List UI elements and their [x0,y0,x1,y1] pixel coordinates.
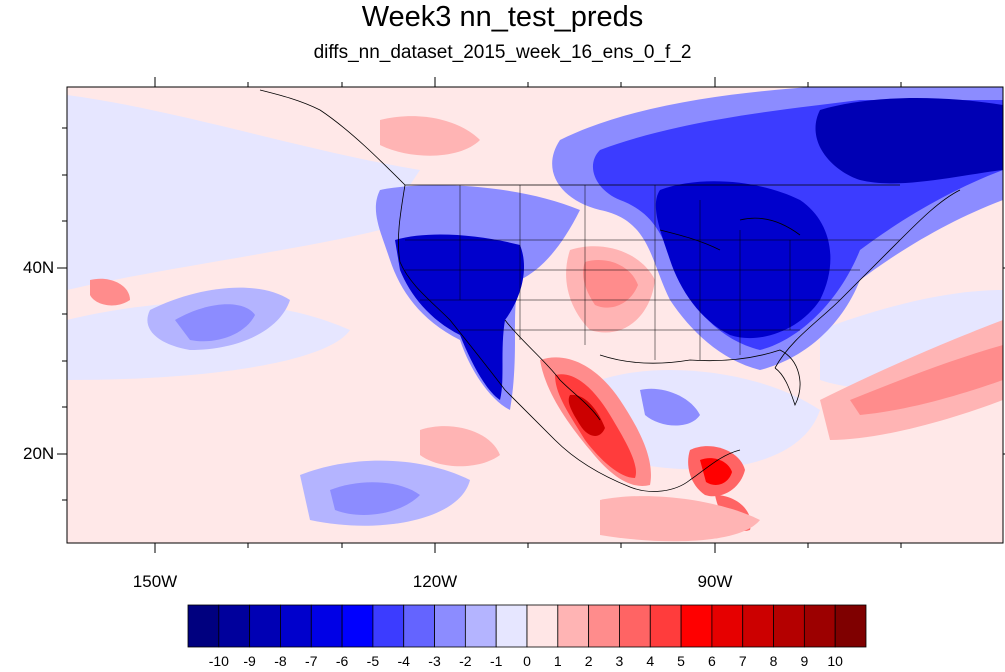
colorbar-label: 6 [708,653,716,669]
colorbar-swatch [187,604,220,648]
map-title: Week3 nn_test_preds [361,1,644,33]
colorbar-label: 1 [553,653,562,669]
colorbar-label: 7 [738,653,747,669]
colorbar-swatch [619,604,651,648]
central-america-warm [700,458,732,485]
colorbar-swatch [773,604,805,648]
colorbar-label: -4 [397,653,410,669]
colorbar-swatch [341,604,374,648]
eastern-us-cold [655,181,831,339]
colorbar-swatch [249,604,281,648]
colorbar-swatch [803,604,836,648]
map-subtitle: diffs_nn_dataset_2015_week_16_ens_0_f_2 [313,42,692,63]
pacific-warm-patch [420,426,500,467]
colorbar-swatch [464,604,497,648]
western-us-cold [395,234,525,400]
lat-label-40n: 40N [23,258,55,277]
colorbar-label: -7 [305,653,318,669]
pacific-warm-spot [90,278,130,306]
colorbar-swatch [495,604,528,648]
colorbar-label: 4 [646,653,655,669]
subtropical-cold-core [330,482,420,515]
tropical-warm-band [600,496,760,542]
colorbar-swatch [218,604,251,648]
colorbar-label: -8 [274,653,287,669]
colorbar-swatch [588,604,620,648]
colorbar-swatch [649,604,682,648]
northeast-pacific-warm [380,116,480,156]
mexico-warm [568,394,605,436]
colorbar-label: 8 [769,653,778,669]
lon-label-90w: 90W [697,572,733,591]
colorbar-label: -1 [489,653,503,669]
colorbar-swatch [372,604,405,648]
anomaly-field [67,87,1003,542]
colorbar-label: -5 [366,653,380,669]
state-borders [405,185,900,360]
pacific-cold-core [175,304,255,342]
colorbar-label: -3 [428,653,441,669]
colorbar-swatch [711,604,744,648]
colorbar-label: 5 [677,653,685,669]
colorbar-swatch [742,604,774,648]
colorbar-label: 10 [827,653,843,669]
lon-label-150w: 150W [132,572,178,591]
colorbar-swatch [310,604,343,648]
colorbar-label: -6 [335,653,349,669]
lon-label-120w: 120W [412,572,458,591]
colorbar-label: 0 [523,653,531,669]
colorbar-swatch [403,604,435,648]
colorbar-swatch [434,604,466,648]
colorbar-swatch [557,604,590,648]
colorbar-label: 9 [800,653,809,669]
colorbar-label: 3 [615,653,624,669]
colorbar-swatch [680,604,713,648]
colorbar-label: -10 [208,653,229,669]
map-frame [66,86,1004,544]
colorbar-swatch [280,604,312,648]
gulf-cold [640,388,700,426]
southern-plains-warm-core [583,260,638,308]
colorbar-label: -9 [243,653,256,669]
coastlines [259,89,961,492]
lat-label-20n: 20N [23,444,55,463]
colorbar-label: 2 [584,653,593,669]
north-pacific-light-cold [67,95,420,290]
colorbar-label: -2 [459,653,472,669]
colorbar [187,604,867,648]
canada-cold [815,98,1003,184]
colorbar-swatch [834,604,867,648]
atlantic-warm-core [850,345,1003,415]
colorbar-swatch [526,604,559,648]
